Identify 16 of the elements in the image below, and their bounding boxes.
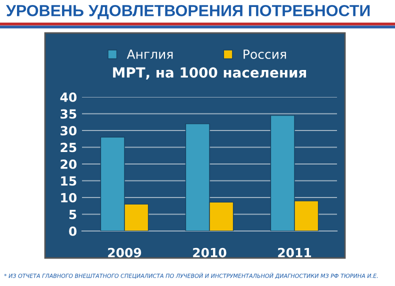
y-tick-label: 10 — [61, 192, 77, 202]
y-tick-label: 30 — [60, 126, 77, 136]
y-tick-label: 0 — [69, 226, 77, 236]
legend-label: Россия — [244, 50, 286, 59]
x-tick-label: 2010 — [193, 248, 226, 258]
y-tick-label: 20 — [60, 159, 77, 169]
y-tick-label: 35 — [60, 109, 76, 119]
y-tick-label: 5 — [69, 210, 76, 220]
y-tick-label: 40 — [60, 92, 77, 102]
legend-label: Англия — [126, 50, 173, 59]
chart-title: МРТ, на 1000 населения — [113, 67, 306, 80]
x-tick-label: 2011 — [278, 248, 312, 258]
x-tick-label: 2009 — [108, 248, 142, 258]
y-tick-label: 15 — [61, 176, 76, 186]
chart-subtitle: УРОВЕНЬ УДОВЛЕТВОРЕНИЯ ПОТРЕБНОСТИ — [6, 4, 370, 20]
y-tick-label: 25 — [60, 142, 76, 152]
